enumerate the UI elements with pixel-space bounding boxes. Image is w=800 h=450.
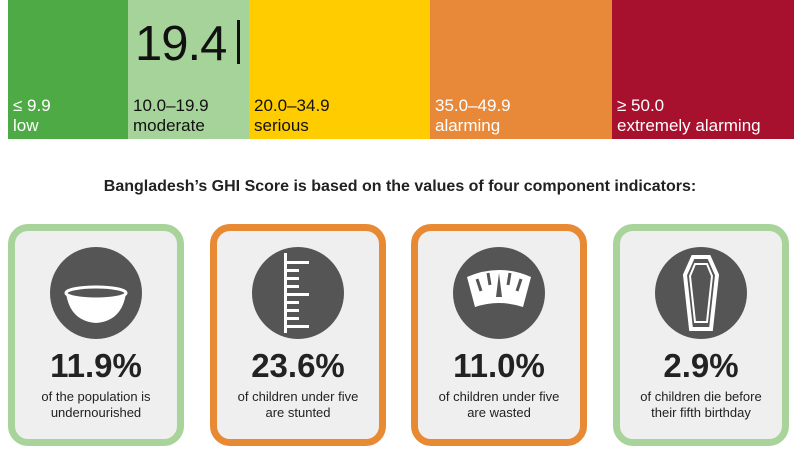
indicator-description: of the population is undernourished [19,389,173,421]
band-range: ≥ 50.0 [617,96,665,115]
indicator-description: of children die before their fifth birth… [624,389,778,421]
description-line: are wasted [467,405,531,420]
band-range: 10.0–19.9 [133,96,209,115]
indicator-card-child-mortality: 2.9% of children die before their fifth … [613,224,789,446]
indicator-description: of children under five are stunted [221,389,375,421]
description-line: of children under five [438,389,560,404]
description-line: of children die before [640,389,762,404]
indicator-value: 11.0% [453,347,545,384]
indicator-card-stunting: 23.6% of children under five are stunted [210,224,386,446]
indicator-description: of children under five are wasted [422,389,576,421]
band-range: ≤ 9.9 [13,96,51,115]
band-label: alarming [435,116,501,135]
indicator-value: 2.9% [663,347,739,384]
band-label: low [13,116,39,135]
band-range: 35.0–49.9 [435,96,511,115]
description-line: of the population is [41,389,151,404]
intro-heading: Bangladesh’s GHI Score is based on the v… [103,178,697,195]
band-moderate: 19.4 10.0–19.9 moderate [128,0,249,139]
description-line: their fifth birthday [651,405,751,420]
description-line: are stunted [265,405,331,420]
indicator-card-undernourishment: 11.9% of the population is undernourishe… [8,224,184,446]
band-label: moderate [133,116,205,135]
band-low: ≤ 9.9 low [8,0,128,139]
coffin-icon [655,247,747,339]
severity-scale: ≤ 9.9 low 19.4 10.0–19.9 moderate 20.0–3… [8,0,794,139]
band-alarming: 35.0–49.9 alarming [430,0,612,139]
score-marker-line [237,20,240,64]
band-range: 20.0–34.9 [254,96,330,115]
weight-scale-icon [453,247,545,339]
indicator-value: 11.9% [50,347,142,384]
band-label: serious [254,116,309,135]
indicator-value: 23.6% [251,347,345,384]
score-marker: 19.4 [135,17,227,71]
description-line: undernourished [50,405,142,420]
band-label: extremely alarming [617,116,761,135]
description-line: of children under five [237,389,359,404]
bowl-icon [50,247,142,339]
band-extremely-alarming: ≥ 50.0 extremely alarming [612,0,794,139]
height-ruler-icon [252,247,344,339]
band-serious: 20.0–34.9 serious [249,0,430,139]
indicator-card-wasting: 11.0% of children under five are wasted [411,224,587,446]
